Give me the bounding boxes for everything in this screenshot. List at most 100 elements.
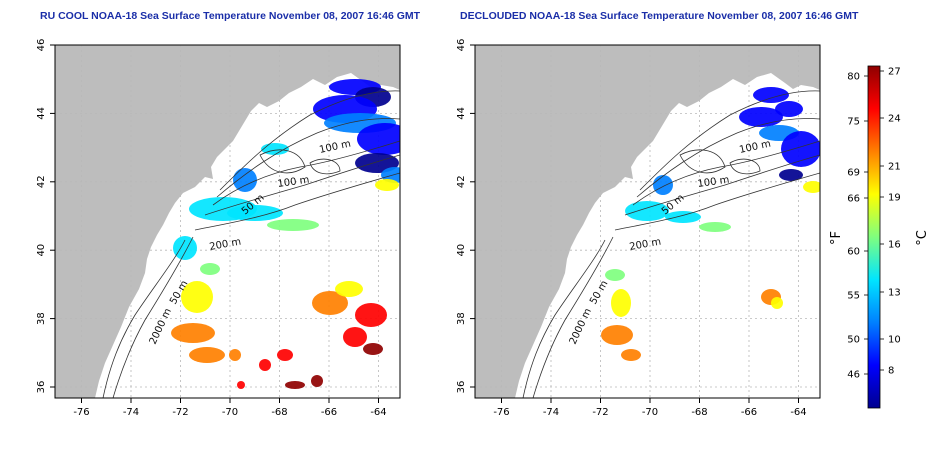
contour-label: 200 m	[629, 237, 662, 253]
contour-label: 100 m	[277, 175, 310, 190]
y-tick-label: 44	[456, 107, 467, 120]
bathymetry-contour	[216, 118, 400, 198]
fahrenheit-tick-label: 60	[847, 247, 860, 258]
sst-patch	[181, 281, 213, 313]
bathymetry-contour	[194, 172, 400, 231]
y-tick-label: 36	[36, 381, 47, 394]
sst-patch	[237, 381, 245, 389]
x-tick-label: -64	[790, 407, 806, 418]
x-tick-label: -70	[222, 407, 238, 418]
x-tick-label: -74	[543, 407, 559, 418]
y-tick-label: 46	[456, 39, 467, 52]
sst-patch	[229, 349, 241, 361]
sst-patch	[775, 101, 803, 117]
y-tick-label: 36	[456, 381, 467, 394]
bathymetry-contour	[204, 154, 400, 216]
x-tick-label: -76	[73, 407, 89, 418]
sst-patch	[227, 205, 283, 221]
map-frame	[54, 44, 401, 399]
bathymetry-contour	[532, 236, 614, 398]
contour-label: 100 m	[697, 175, 730, 190]
bathymetry-contour	[259, 149, 306, 174]
bathymetry-contour	[212, 140, 400, 206]
sst-patch	[605, 269, 625, 281]
bathymetry-contour	[729, 158, 761, 175]
celsius-unit: °C	[915, 230, 930, 246]
sst-patch	[363, 343, 383, 355]
sst-patch	[259, 359, 271, 371]
sst-patch	[312, 291, 348, 315]
bathymetry-contour	[679, 149, 726, 174]
sst-patch	[375, 179, 399, 191]
x-tick-label: -72	[172, 407, 188, 418]
x-tick-label: -70	[642, 407, 658, 418]
sst-patch	[200, 263, 220, 275]
coastline-land	[475, 45, 820, 398]
celsius-tick-label: 21	[888, 162, 901, 173]
x-tick-label: -66	[321, 407, 337, 418]
sst-patch	[753, 87, 789, 103]
fahrenheit-tick-label: 75	[847, 117, 860, 128]
celsius-tick-label: 19	[888, 193, 901, 204]
coastline-land	[55, 45, 400, 398]
x-tick-label: -74	[123, 407, 139, 418]
bathymetry-contour	[624, 154, 820, 216]
fahrenheit-tick-label: 80	[847, 72, 860, 83]
celsius-tick-label: 24	[888, 114, 901, 125]
fahrenheit-tick-label: 69	[847, 168, 860, 179]
y-tick-label: 40	[456, 244, 467, 257]
y-tick-label: 40	[36, 244, 47, 257]
map-frame	[474, 44, 821, 399]
sst-patch	[285, 381, 305, 389]
celsius-tick-label: 10	[888, 335, 901, 346]
sst-patch	[699, 222, 731, 232]
sst-patch	[189, 347, 225, 363]
contour-label: 200 m	[209, 237, 242, 253]
y-tick-label: 42	[36, 175, 47, 188]
x-tick-label: -64	[370, 407, 386, 418]
fahrenheit-tick-label: 50	[847, 335, 860, 346]
sst-patch	[277, 349, 293, 361]
celsius-tick-label: 27	[888, 67, 901, 78]
colorbar-bar	[867, 65, 881, 409]
sst-patch	[601, 325, 633, 345]
celsius-tick-label: 16	[888, 240, 901, 251]
bathymetry-contour	[636, 118, 820, 198]
y-tick-label: 38	[36, 312, 47, 325]
x-tick-label: -68	[271, 407, 287, 418]
bathymetry-contour	[522, 239, 606, 398]
sst-patch	[343, 327, 367, 347]
bathymetry-contour	[309, 158, 341, 175]
sst-patch	[771, 297, 783, 309]
sst-patch	[625, 201, 669, 221]
bathymetry-contour	[112, 236, 194, 398]
sst-patch	[653, 175, 673, 195]
celsius-tick-label: 13	[888, 288, 901, 299]
sst-patch	[267, 219, 319, 231]
bathymetry-contour	[614, 172, 820, 231]
fahrenheit-unit: °F	[829, 231, 844, 245]
bathymetry-contour	[102, 239, 186, 398]
sst-patch	[233, 168, 257, 192]
panel-title-left: RU COOL NOAA-18 Sea Surface Temperature …	[40, 10, 421, 22]
sst-patch	[381, 167, 400, 183]
sst-patch	[355, 303, 387, 327]
panel-title-right: DECLOUDED NOAA-18 Sea Surface Temperatur…	[460, 10, 859, 22]
fahrenheit-tick-label: 66	[847, 194, 860, 205]
y-tick-label: 38	[456, 312, 467, 325]
x-tick-label: -66	[741, 407, 757, 418]
sst-patch	[611, 289, 631, 317]
y-tick-label: 42	[456, 175, 467, 188]
x-tick-label: -76	[493, 407, 509, 418]
y-tick-label: 46	[36, 39, 47, 52]
sst-patch	[335, 281, 363, 297]
x-tick-label: -68	[691, 407, 707, 418]
bathymetry-contour	[639, 90, 820, 191]
sst-patch	[171, 323, 215, 343]
sst-patch	[357, 123, 400, 155]
y-tick-label: 44	[36, 107, 47, 120]
sst-patch	[781, 131, 820, 167]
